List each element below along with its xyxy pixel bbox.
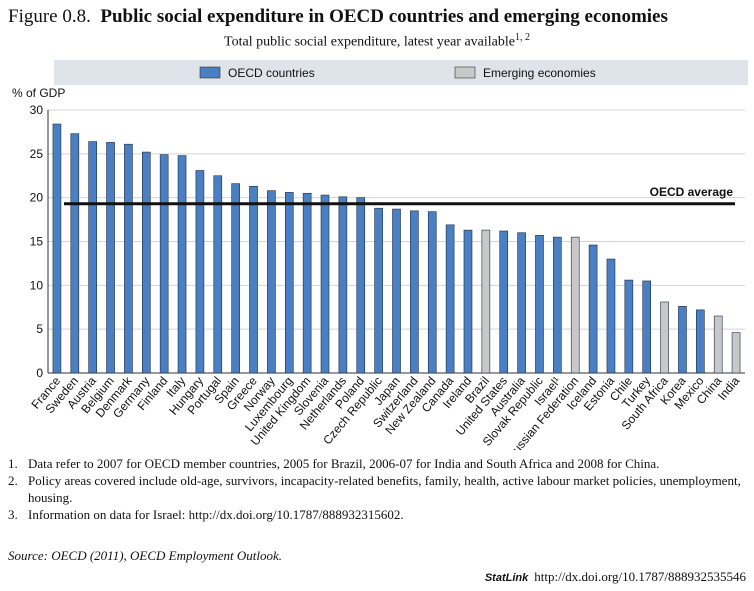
bar [481,229,491,374]
chart-title: Public social expenditure in OECD countr… [100,6,668,27]
bar [177,155,187,374]
y-tick-label: 25 [30,147,44,161]
figure-label: Figure 0.8. [8,6,91,27]
statlink-url[interactable]: http://dx.doi.org/10.1787/888932535546 [534,569,746,584]
bar [570,236,580,374]
bar [141,151,151,374]
legend-band [54,60,748,85]
bar [535,235,544,374]
bar [517,232,526,374]
y-tick-label: 20 [30,191,44,205]
bar [678,306,687,374]
source-text: OECD (2011), OECD Employment Outlook. [51,548,283,563]
bar [338,196,348,374]
source-label: Source: [8,548,48,563]
legend-label: OECD countries [228,66,315,80]
note-text: Policy areas covered include old-age, su… [28,473,741,505]
note-text: Data refer to 2007 for OECD member count… [28,456,660,471]
notes: 1. Data refer to 2007 for OECD member cou… [8,455,748,523]
bar [445,224,455,374]
statlink-label: StatLink [484,572,529,584]
chart: % of GDP OECD countries Emerging economie… [12,60,748,450]
note: 1. Data refer to 2007 for OECD member cou… [8,455,748,472]
bar [284,192,294,374]
bar [70,133,80,374]
note-number: 1. [8,456,18,471]
bar [52,123,62,374]
bar [463,229,473,374]
bar [374,207,383,374]
bar [392,208,401,374]
bar [213,175,223,374]
note-number: 2. [8,473,18,488]
bar [713,315,723,374]
legend-label: Emerging economies [483,66,596,80]
bar [660,301,669,374]
subtitle-block: Total public social expenditure, latest … [0,32,754,51]
bar [624,279,634,374]
bar [553,236,562,374]
bar [410,210,419,374]
bar [731,332,741,374]
note-number: 3. [8,507,18,522]
bar [88,141,97,374]
average-label: OECD average [650,185,734,199]
note-text: Information on data for Israel: http://d… [28,507,404,522]
bar [696,309,705,374]
bar [642,280,652,374]
bar [499,230,509,374]
x-tick-label: India [715,374,743,403]
y-tick-label: 10 [30,278,44,292]
y-tick-label: 30 [30,103,44,117]
y-tick-label: 0 [36,366,43,380]
subtitle-note: 1, 2 [514,32,530,43]
bar [159,154,169,374]
bar [267,190,276,374]
legend-swatch [199,66,221,79]
bar [320,194,330,374]
y-tick-label: 5 [36,322,43,336]
y-axis-label: % of GDP [12,86,65,100]
bar [588,244,598,374]
statlink: StatLink http://dx.doi.org/10.1787/888932… [485,569,746,585]
bar [427,211,437,374]
y-tick-label: 15 [30,235,44,249]
bar [124,143,133,374]
bar [606,258,616,374]
source: Source: OECD (2011), OECD Employment Out… [8,548,282,564]
bar [231,183,240,374]
bar [302,192,312,374]
note: 3. Information on data for Israel: http:/… [8,506,748,523]
bar [356,197,366,374]
bar [195,170,205,374]
subtitle: Total public social expenditure, latest … [224,34,515,50]
bar [106,142,115,374]
title-block: Figure 0.8. Public social expenditure in… [8,6,668,28]
note: 2. Policy areas covered include old-age, … [8,472,748,506]
legend-swatch [454,66,476,79]
bar [249,185,258,374]
